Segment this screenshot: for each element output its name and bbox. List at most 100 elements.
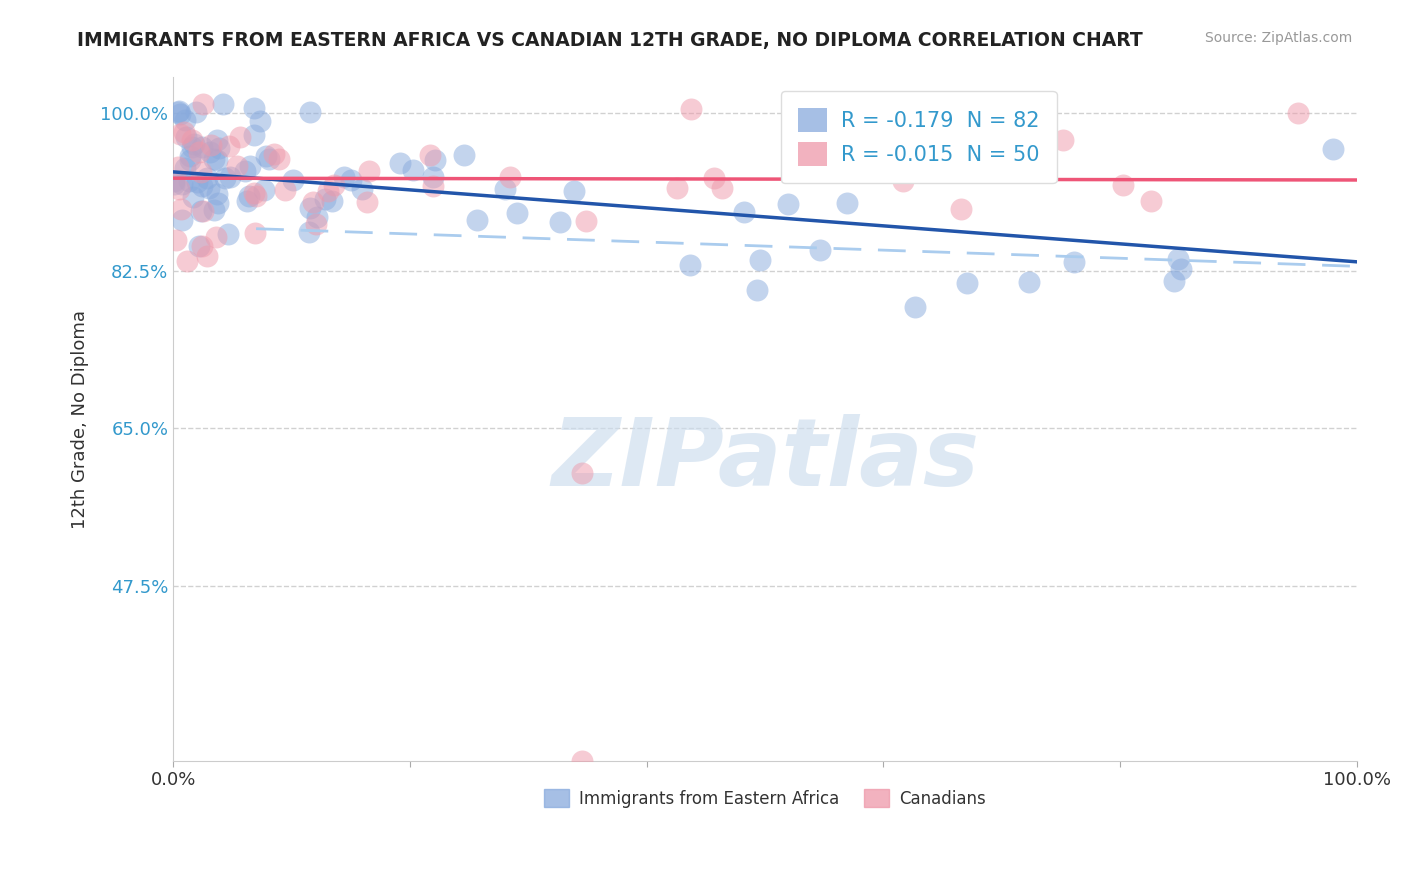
- Point: [188, 239, 211, 253]
- Text: IMMIGRANTS FROM EASTERN AFRICA VS CANADIAN 12TH GRADE, NO DIPLOMA CORRELATION CH: IMMIGRANTS FROM EASTERN AFRICA VS CANADI…: [77, 31, 1143, 50]
- Point: [321, 194, 343, 209]
- Point: [176, 254, 198, 268]
- Point: [305, 218, 328, 232]
- Point: [191, 140, 214, 154]
- Point: [823, 143, 845, 157]
- Point: [299, 104, 322, 119]
- Point: [186, 174, 208, 188]
- Point: [179, 149, 201, 163]
- Point: [249, 113, 271, 128]
- Point: [205, 133, 228, 147]
- Point: [1139, 194, 1161, 208]
- Point: [229, 130, 252, 145]
- Point: [170, 202, 193, 216]
- Text: ZIPatlas: ZIPatlas: [551, 414, 979, 507]
- Point: [183, 136, 205, 151]
- Point: [749, 253, 772, 268]
- Point: [170, 177, 193, 191]
- Point: [191, 203, 214, 218]
- Point: [281, 173, 304, 187]
- Point: [733, 204, 755, 219]
- Point: [322, 178, 344, 193]
- Point: [837, 196, 859, 211]
- Point: [499, 170, 522, 185]
- Point: [359, 164, 381, 178]
- Point: [163, 177, 186, 191]
- Point: [191, 239, 214, 253]
- Point: [356, 195, 378, 210]
- Point: [207, 195, 229, 210]
- Point: [236, 194, 259, 208]
- Point: [252, 183, 274, 197]
- Point: [1063, 255, 1085, 269]
- Point: [167, 181, 190, 195]
- Point: [891, 174, 914, 188]
- Point: [562, 184, 585, 198]
- Point: [778, 196, 800, 211]
- Point: [269, 152, 291, 166]
- Point: [190, 179, 212, 194]
- Point: [1052, 133, 1074, 147]
- Point: [202, 202, 225, 217]
- Point: [256, 149, 278, 163]
- Point: [235, 164, 257, 178]
- Point: [274, 184, 297, 198]
- Point: [453, 148, 475, 162]
- Point: [243, 102, 266, 116]
- Point: [1018, 276, 1040, 290]
- Point: [298, 225, 321, 239]
- Point: [188, 145, 211, 160]
- Point: [173, 125, 195, 139]
- Point: [316, 184, 339, 198]
- Point: [808, 243, 831, 257]
- Point: [465, 213, 488, 227]
- Point: [163, 173, 186, 187]
- Text: Source: ZipAtlas.com: Source: ZipAtlas.com: [1205, 31, 1353, 45]
- Point: [207, 187, 229, 202]
- Point: [184, 104, 207, 119]
- Point: [243, 128, 266, 143]
- Point: [422, 179, 444, 194]
- Point: [949, 202, 972, 217]
- Point: [243, 226, 266, 240]
- Point: [174, 129, 197, 144]
- Point: [177, 174, 200, 188]
- Point: [179, 153, 201, 167]
- Point: [1170, 262, 1192, 277]
- Point: [257, 153, 280, 167]
- Point: [419, 147, 441, 161]
- Point: [710, 181, 733, 195]
- Point: [172, 213, 194, 227]
- Point: [422, 169, 444, 184]
- Point: [388, 156, 411, 170]
- Point: [956, 276, 979, 290]
- Point: [333, 170, 356, 185]
- Point: [166, 160, 188, 174]
- Point: [505, 205, 527, 219]
- Point: [225, 159, 247, 173]
- Point: [571, 754, 593, 768]
- Point: [571, 467, 593, 481]
- Point: [167, 104, 190, 119]
- Point: [211, 97, 233, 112]
- Point: [190, 165, 212, 179]
- Point: [298, 202, 321, 216]
- Point: [666, 181, 689, 195]
- Point: [903, 300, 925, 314]
- Point: [208, 141, 231, 155]
- Point: [169, 128, 191, 142]
- Point: [218, 139, 240, 153]
- Point: [238, 189, 260, 203]
- Point: [1167, 252, 1189, 267]
- Point: [301, 194, 323, 209]
- Point: [214, 171, 236, 186]
- Point: [350, 182, 373, 196]
- Point: [1163, 274, 1185, 288]
- Point: [180, 140, 202, 154]
- Point: [197, 249, 219, 263]
- Point: [550, 215, 572, 229]
- Point: [167, 104, 190, 119]
- Point: [314, 192, 336, 206]
- Point: [166, 233, 188, 247]
- Point: [200, 138, 222, 153]
